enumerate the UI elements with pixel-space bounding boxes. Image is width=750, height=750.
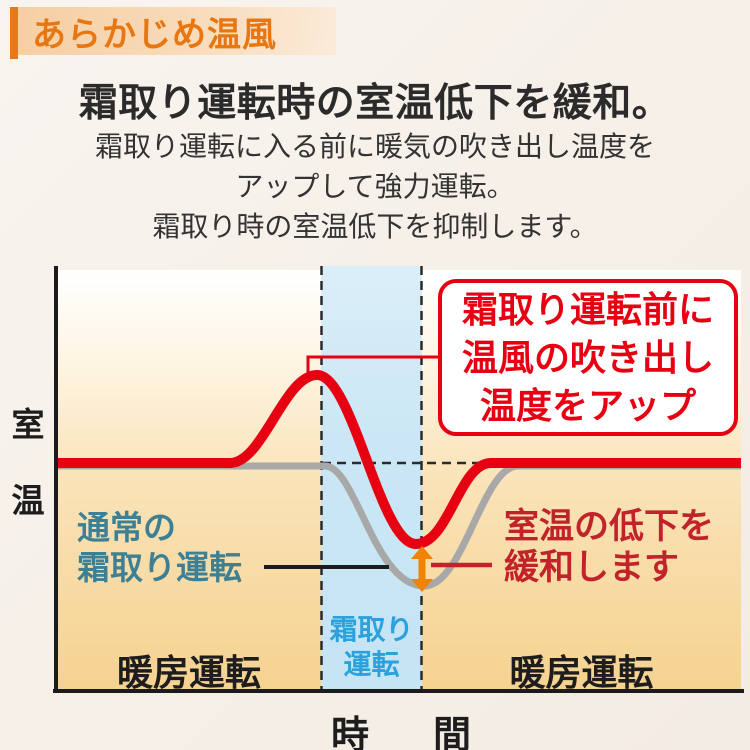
boosted-operation-curve [57,369,741,550]
heating-phase-label-right: 暖房運転 [509,652,654,693]
description-line: アップして強力運転。 [235,171,515,202]
y-axis-line [54,266,58,693]
heating-phase-label-left: 暖房運転 [116,652,261,693]
description-line: 霜取り時の室温低下を抑制します。 [152,211,598,242]
defrost-band-label: 霜取り 運転 [329,614,414,680]
temperature-chart [57,266,741,689]
callout-line: 温風の吹き出し [461,336,714,378]
description: 霜取り運転に入る前に暖気の吹き出し温度を アップして強力運転。 霜取り時の室温低… [0,127,750,247]
description-line: 霜取り運転に入る前に暖気の吹き出し温度を [94,131,655,162]
x-axis-label: 時 間 [331,715,471,750]
callout-line: 霜取り運転前に [461,288,714,330]
normal-defrost-label: 通常の 霜取り運転 [77,509,242,586]
y-axis-label: 室 温 [11,406,45,519]
page-title: 霜取り運転時の室温低下を緩和。 [78,82,672,125]
x-axis-line [53,689,744,693]
feature-badge: あらかじめ温風 [10,7,336,59]
temperature-gap-arrow-icon [411,546,433,592]
callout-connector-line [306,355,438,373]
boost-callout-box: 霜取り運転前に 温風の吹き出し 温度をアップ [438,279,738,436]
badge-accent-bar [10,7,18,59]
badge-label: あらかじめ温風 [32,15,277,54]
callout-line: 温度をアップ [479,384,696,426]
mitigation-label: 室温の低下を 緩和します [504,507,715,587]
